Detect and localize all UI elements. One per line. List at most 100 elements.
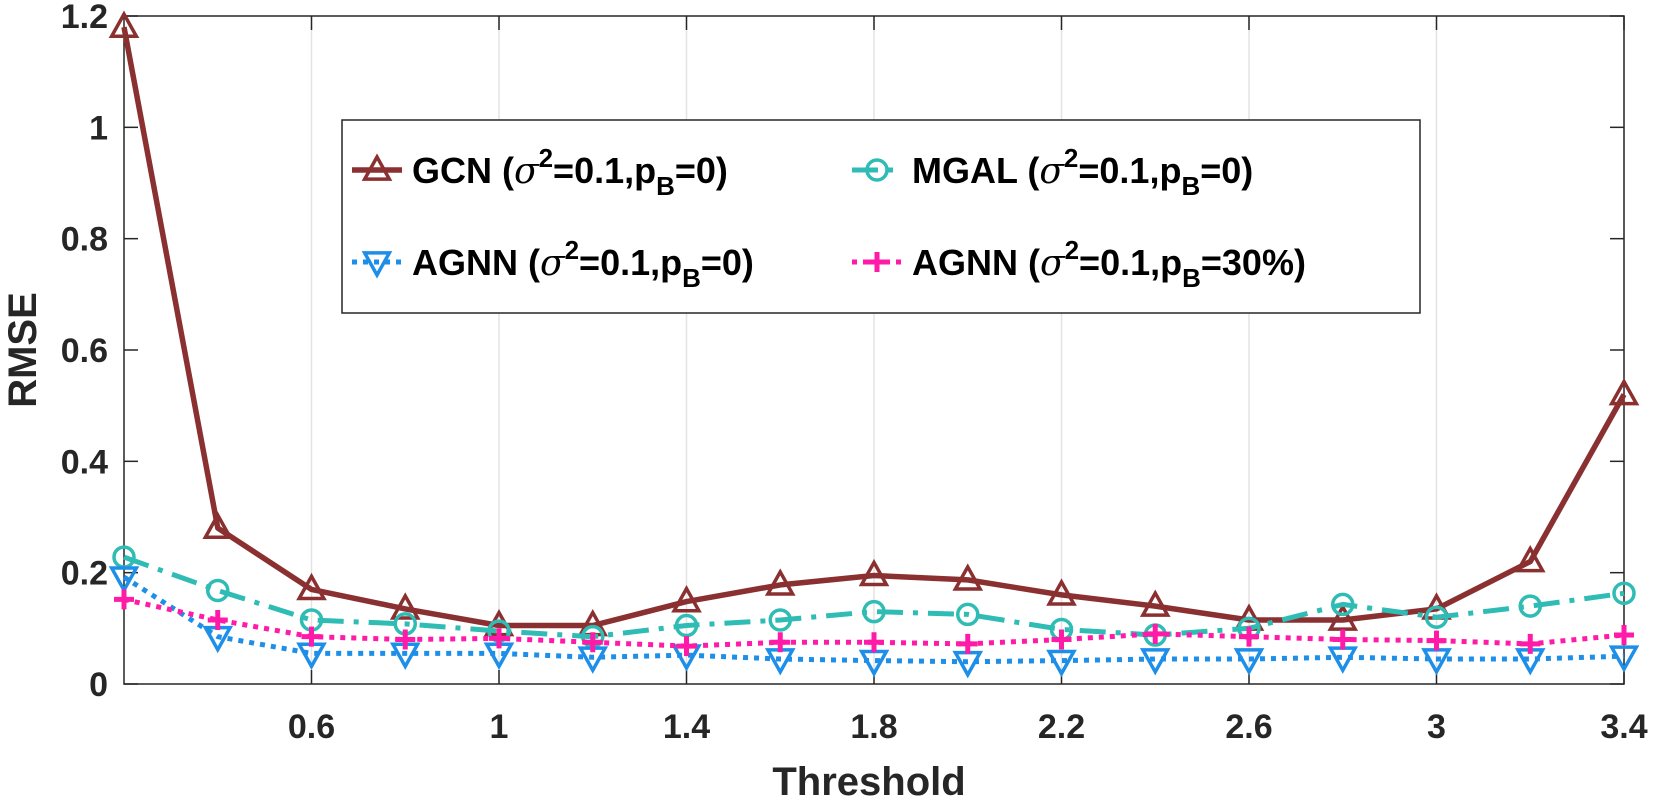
data-point <box>1608 645 1640 673</box>
x-tick-label: 1.4 <box>663 708 710 746</box>
data-point <box>1046 649 1077 678</box>
legend-label-model: MGAL <box>912 150 1017 191</box>
y-tick-label: 0.8 <box>61 221 108 259</box>
series-line <box>123 554 1625 640</box>
data-point <box>764 568 796 596</box>
legend-label-paren: ( <box>1017 150 1039 191</box>
data-point <box>1331 592 1355 617</box>
legend-entry-1: MGAL (σ2=0.1,pB=0) <box>852 143 1253 201</box>
legend-label-p-sub: B <box>656 171 675 201</box>
legend-label-paren: ( <box>518 242 540 283</box>
legend-label-p-val: =0) <box>701 242 754 283</box>
data-point <box>1612 581 1636 606</box>
x-tick-label: 2.6 <box>1225 708 1272 746</box>
y-tick-label: 0 <box>89 666 108 704</box>
data-point <box>1233 648 1265 676</box>
data-point <box>1424 605 1449 629</box>
data-point <box>956 602 980 627</box>
data-point <box>202 511 234 539</box>
data-point <box>296 572 327 601</box>
legend-label-sigma-val: =0.1,p <box>553 150 656 191</box>
legend-marker <box>865 158 889 182</box>
legend-entry-2: AGNN (σ2=0.1,pB=0) <box>352 235 754 293</box>
x-tick-label: 1.8 <box>850 708 897 746</box>
y-tick-label: 1.2 <box>61 0 108 36</box>
legend-marker <box>867 252 887 272</box>
legend-label-sigma-exp: 2 <box>1064 143 1078 173</box>
legend-entry-3: AGNN (σ2=0.1,pB=30%) <box>852 235 1306 293</box>
data-point <box>858 558 890 587</box>
legend-marker <box>361 251 393 279</box>
legend-label-sigma: σ <box>540 243 566 284</box>
data-point <box>952 563 984 591</box>
data-point <box>108 566 140 594</box>
data-point <box>1608 377 1640 406</box>
legend: GCN (σ2=0.1,pB=0) MGAL (σ2=0.1,pB=0)AGNN … <box>341 119 1421 314</box>
legend-label-model: AGNN <box>912 242 1018 283</box>
data-point <box>1520 633 1541 654</box>
data-point <box>582 632 603 653</box>
legend-label: AGNN (σ2=0.1,pB=30%) <box>912 235 1306 293</box>
y-tick-label: 0.6 <box>61 332 108 370</box>
y-tick-label: 1 <box>89 109 108 147</box>
grid-layer <box>310 16 1625 684</box>
data-point <box>1332 629 1353 650</box>
legend-label-sigma-exp: 2 <box>565 235 579 265</box>
data-point <box>671 585 702 613</box>
data-point <box>389 592 421 620</box>
legend-label-sigma-val: =0.1,p <box>579 242 682 283</box>
data-point <box>1139 648 1171 676</box>
data-point <box>957 633 978 654</box>
legend-label-p-sub: B <box>682 263 701 293</box>
legend-label-sigma-val: =0.1,p <box>1079 242 1182 283</box>
x-tick-label: 3.4 <box>1600 708 1647 746</box>
data-point <box>1145 623 1166 644</box>
data-point <box>1518 594 1542 618</box>
x-tick-label: 2.2 <box>1038 708 1085 746</box>
legend-label-sigma: σ <box>1040 243 1066 284</box>
data-point <box>1139 589 1171 617</box>
legend-label-p-sub: B <box>1181 171 1200 201</box>
data-point <box>489 628 509 649</box>
data-point <box>1046 578 1077 606</box>
data-point <box>1614 625 1634 646</box>
data-point <box>864 632 884 653</box>
legend-label: AGNN (σ2=0.1,pB=0) <box>412 235 754 293</box>
x-tick-label: 3 <box>1427 708 1446 746</box>
series-line <box>123 596 1625 649</box>
legend-label-sigma: σ <box>514 151 540 192</box>
legend-label-p-sub: B <box>1182 263 1201 293</box>
legend-label: GCN (σ2=0.1,pB=0) <box>412 143 728 201</box>
series-layer <box>108 10 1640 679</box>
data-point <box>768 608 792 632</box>
data-point <box>207 609 228 630</box>
data-point <box>1239 626 1259 647</box>
x-axis-title: Threshold <box>772 760 965 803</box>
legend-label-p-val: =0) <box>675 150 728 191</box>
legend-label: MGAL (σ2=0.1,pB=0) <box>912 143 1253 201</box>
legend-box <box>341 119 1421 314</box>
x-tick-label: 1 <box>490 708 509 746</box>
data-point <box>770 632 791 653</box>
data-point <box>862 599 886 624</box>
y-tick-label: 0.4 <box>61 443 108 481</box>
data-point <box>1514 544 1546 573</box>
series-3 <box>114 589 1634 657</box>
legend-label-p-val: =0) <box>1200 150 1253 191</box>
legend-label-model: GCN <box>412 150 492 191</box>
y-tick-label: 0.2 <box>61 555 108 593</box>
data-point <box>114 589 134 610</box>
data-point <box>676 636 697 657</box>
x-tick-label: 0.6 <box>288 708 335 746</box>
series-line <box>122 574 1625 665</box>
data-point <box>1327 603 1359 631</box>
data-point <box>1051 629 1072 650</box>
legend-label-sigma-exp: 2 <box>539 143 553 173</box>
data-point <box>108 10 140 38</box>
legend-label-p-val: =30%) <box>1201 242 1306 283</box>
series-line <box>121 26 1627 629</box>
legend-marker <box>361 153 393 181</box>
